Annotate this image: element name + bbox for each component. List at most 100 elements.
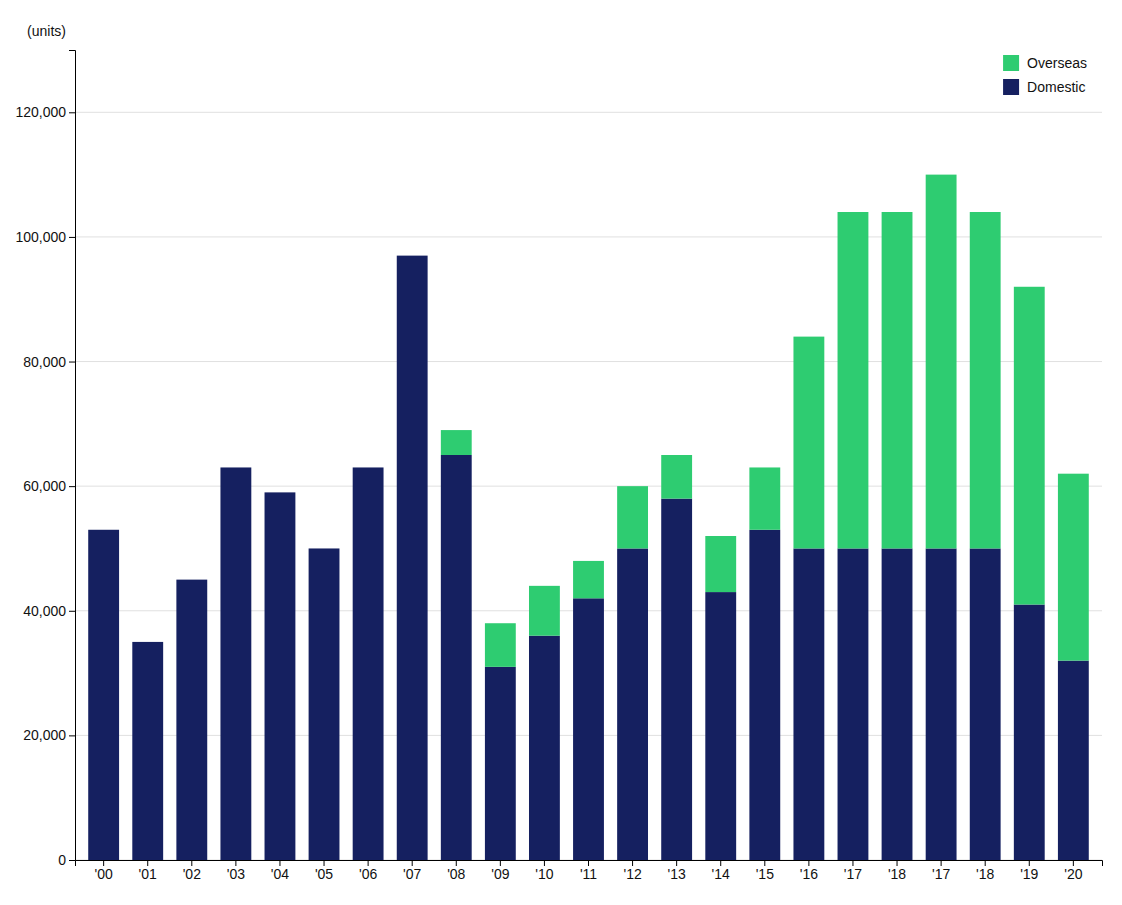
y-tick-label: 80,000 [23,354,66,370]
bar [176,580,207,860]
x-tick: '09 [491,860,509,882]
legend-label: Overseas [1027,55,1087,71]
legend-label: Domestic [1027,79,1085,95]
x-tick: '11 [580,860,597,882]
bar [749,467,780,529]
y-tick-mark [69,112,75,113]
x-tick-label: '05 [315,866,333,882]
x-tick-label: '18 [976,866,994,882]
x-tick-label: '07 [403,866,421,882]
y-axis: 020,00040,00060,00080,000100,000120,000 [15,51,75,868]
y-tick: 80,000 [23,354,75,370]
bars [88,175,1089,860]
y-tick: 120,000 [15,104,75,120]
bar [1058,661,1089,860]
bar [441,455,472,860]
x-tick: '16 [800,860,818,882]
bar [220,467,251,860]
bar [970,548,1001,860]
grid [75,112,1102,860]
x-tick-label: '15 [756,866,774,882]
bar [793,548,824,860]
y-tick: 60,000 [23,478,75,494]
bar [485,623,516,667]
x-tick: '05 [315,860,333,882]
y-axis-line [69,51,76,861]
x-tick: '08 [447,860,465,882]
x-tick: '19 [1020,860,1038,882]
bar [1058,474,1089,661]
bar [265,492,296,860]
series [441,175,1089,667]
bar [970,212,1001,548]
grid-line [75,112,1102,113]
x-tick: '01 [139,860,157,882]
bar [397,256,428,860]
x-tick-label: '09 [491,866,509,882]
x-tick: '00 [95,860,113,882]
bar [749,530,780,860]
bar [309,548,340,549]
x-tick-label: '17 [844,866,862,882]
x-tick-label: '08 [447,866,465,882]
bar [132,642,163,860]
bar [441,430,472,455]
x-tick-label: '19 [1020,866,1038,882]
x-tick: '07 [403,860,421,882]
y-tick-label: 20,000 [23,727,66,743]
y-tick-mark [69,362,75,363]
x-tick: '04 [271,860,289,882]
x-tick-label: '10 [535,866,553,882]
bar [793,337,824,549]
bar [88,530,119,860]
bar [661,499,692,860]
y-tick-label: 120,000 [15,104,66,120]
x-tick: '13 [668,860,686,882]
y-label: (units) [27,23,66,39]
bar [926,175,957,549]
bar [397,255,428,256]
bar [1014,605,1045,860]
y-tick-label: 60,000 [23,478,66,494]
bar [838,548,869,860]
x-tick-label: '14 [712,866,730,882]
y-tick-label: 100,000 [15,229,66,245]
bar [485,667,516,860]
x-tick: '15 [756,860,774,882]
bar [353,467,384,468]
bar [529,586,560,636]
legend-swatch [1003,79,1019,95]
legend-item: Overseas [1003,55,1087,71]
x-tick: '17 [844,860,862,882]
x-tick: '03 [227,860,245,882]
y-tick: 0 [58,852,75,868]
x-tick-label: '11 [580,866,597,882]
y-tick: 100,000 [15,229,75,245]
x-tick: '12 [623,860,641,882]
y-tick-mark [69,860,75,861]
bar [573,561,604,598]
x-tick: '20 [1064,860,1082,882]
bar [529,636,560,860]
x-axis: '00'01'02'03'04'05'06'07'08'09'10'11'12'… [76,860,1103,882]
bar [661,455,692,499]
x-tick-label: '04 [271,866,289,882]
legend-item: Domestic [1003,79,1085,95]
x-tick-label: '16 [800,866,818,882]
x-tick-label: '12 [623,866,641,882]
x-tick-label: '17 [932,866,950,882]
y-tick-mark [69,611,75,612]
y-tick-label: 0 [58,852,66,868]
legend-swatch [1003,55,1019,71]
x-tick-label: '18 [888,866,906,882]
bar [838,212,869,548]
bar [132,641,163,642]
x-tick: '14 [712,860,730,882]
y-tick-mark [69,237,75,238]
x-tick-label: '06 [359,866,377,882]
bar [617,548,648,860]
bar [617,486,648,548]
x-tick: '17 [932,860,950,882]
bar [882,548,913,860]
x-tick: '06 [359,860,377,882]
